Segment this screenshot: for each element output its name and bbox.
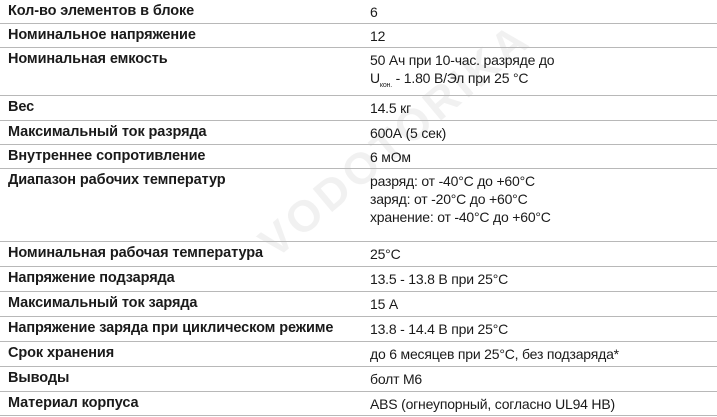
table-row: Кол-во элементов в блоке 6 <box>0 0 717 24</box>
row-label: Выводы <box>8 370 70 386</box>
table-row: Номинальная рабочая температура 25°С <box>0 242 717 267</box>
row-label: Максимальный ток заряда <box>8 295 198 311</box>
row-value: 14.5 кг <box>370 100 411 116</box>
row-label: Номинальная рабочая температура <box>8 245 263 261</box>
row-value: ABS (огнеупорный, согласно UL94 HB) <box>370 396 615 412</box>
row-value: 6 мОм <box>370 149 411 165</box>
row-label: Номинальное напряжение <box>8 27 196 43</box>
table-row: Напряжение заряда при циклическом режиме… <box>0 317 717 342</box>
row-label: Напряжение подзаряда <box>8 270 175 286</box>
value-line: Uкон. - 1.80 В/Эл при 25 °C <box>370 69 554 95</box>
row-value: 25°С <box>370 246 401 262</box>
table-row: Вес 14.5 кг <box>0 96 717 121</box>
row-label: Кол-во элементов в блоке <box>8 3 195 19</box>
row-value: 13.8 - 14.4 В при 25°С <box>370 321 509 337</box>
table-row: Внутреннее сопротивление 6 мОм <box>0 145 717 169</box>
table-row: Максимальный ток разряда 600А (5 сек) <box>0 121 717 145</box>
value-line: разряд: от -40°С до +60°С <box>370 173 535 189</box>
row-value: 6 <box>370 4 378 20</box>
row-label: Материал корпуса <box>8 395 139 411</box>
table-row: Выводы болт М6 <box>0 367 717 392</box>
table-row: Напряжение подзаряда 13.5 - 13.8 В при 2… <box>0 267 717 292</box>
row-label: Напряжение заряда при циклическом режиме <box>8 320 334 336</box>
row-label: Номинальная емкость <box>8 51 168 67</box>
value-line: хранение: от -40°С до +60°С <box>370 209 551 225</box>
table-row: Срок хранения до 6 месяцев при 25°С, без… <box>0 342 717 367</box>
table-row: Максимальный ток заряда 15 А <box>0 292 717 317</box>
row-value: болт М6 <box>370 371 423 387</box>
row-label: Диапазон рабочих температур <box>8 172 226 188</box>
value-line: 50 Ач при 10-час. разряде до <box>370 52 555 68</box>
value-line: заряд: от -20°С до +60°С <box>370 191 528 207</box>
table-row: Диапазон рабочих температур разряд: от -… <box>0 169 717 242</box>
row-value: до 6 месяцев при 25°С, без подзаряда* <box>370 346 619 362</box>
row-label: Вес <box>8 99 35 115</box>
u-symbol: U <box>370 70 380 86</box>
row-value: разряд: от -40°С до +60°С заряд: от -20°… <box>370 172 551 226</box>
row-label: Срок хранения <box>8 345 115 361</box>
row-value: 13.5 - 13.8 В при 25°С <box>370 271 509 287</box>
value-rest: - 1.80 В/Эл при 25 °C <box>391 70 529 86</box>
row-value: 50 Ач при 10-час. разряде до Uкон. - 1.8… <box>370 51 555 95</box>
table-row: Номинальное напряжение 12 <box>0 24 717 48</box>
row-value: 12 <box>370 28 386 44</box>
table-row: Материал корпуса ABS (огнеупорный, согла… <box>0 392 717 416</box>
row-value: 15 А <box>370 296 398 312</box>
table-row: Номинальная емкость 50 Ач при 10-час. ра… <box>0 48 717 96</box>
row-value: 600А (5 сек) <box>370 125 447 141</box>
u-subscript: кон. <box>379 81 392 89</box>
row-label: Максимальный ток разряда <box>8 124 207 140</box>
row-label: Внутреннее сопротивление <box>8 148 206 164</box>
